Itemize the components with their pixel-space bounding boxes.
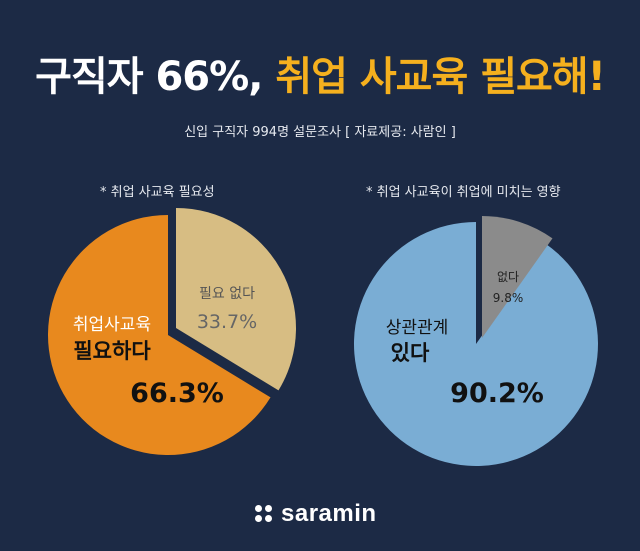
title-yellow-part: 취업 사교육 필요해! <box>275 54 605 100</box>
pie-slice-no-need <box>176 208 296 391</box>
page-title: 구직자 66%, 취업 사교육 필요해! <box>0 44 640 102</box>
left-chart-title: * 취업 사교육 필요성 <box>100 185 215 200</box>
right-small-value: 9.8% <box>493 291 524 305</box>
logo-text: saramin <box>281 500 377 527</box>
left-big-label-line2: 필요하다 <box>73 339 151 363</box>
left-small-label: 필요 없다 <box>199 286 255 302</box>
left-big-value: 66.3% <box>130 378 224 409</box>
pie-slice-related <box>353 222 598 466</box>
survey-subtitle: 신입 구직자 994명 설문조사 [ 자료제공: 사람인 ] <box>184 125 456 140</box>
right-big-label-line1: 상관관계 <box>386 318 449 338</box>
title-white-part: 구직자 66%, <box>35 54 263 100</box>
right-pie: 상관관계 있다 90.2% 없다 9.8% <box>353 216 598 466</box>
saramin-logo: saramin <box>255 500 377 528</box>
right-big-label-line2: 있다 <box>391 341 430 365</box>
right-big-value: 90.2% <box>450 378 544 409</box>
right-small-label: 없다 <box>497 270 519 284</box>
pie-slice-need <box>47 214 271 455</box>
left-small-value: 33.7% <box>197 311 257 333</box>
left-pie: 취업사교육 필요하다 66.3% 필요 없다 33.7% <box>47 208 296 455</box>
left-big-label-line1: 취업사교육 <box>73 315 151 335</box>
pie-slice-unrelated <box>482 216 553 338</box>
logo-dots-icon <box>255 505 273 523</box>
right-chart-title: * 취업 사교육이 취업에 미치는 영향 <box>366 185 561 200</box>
